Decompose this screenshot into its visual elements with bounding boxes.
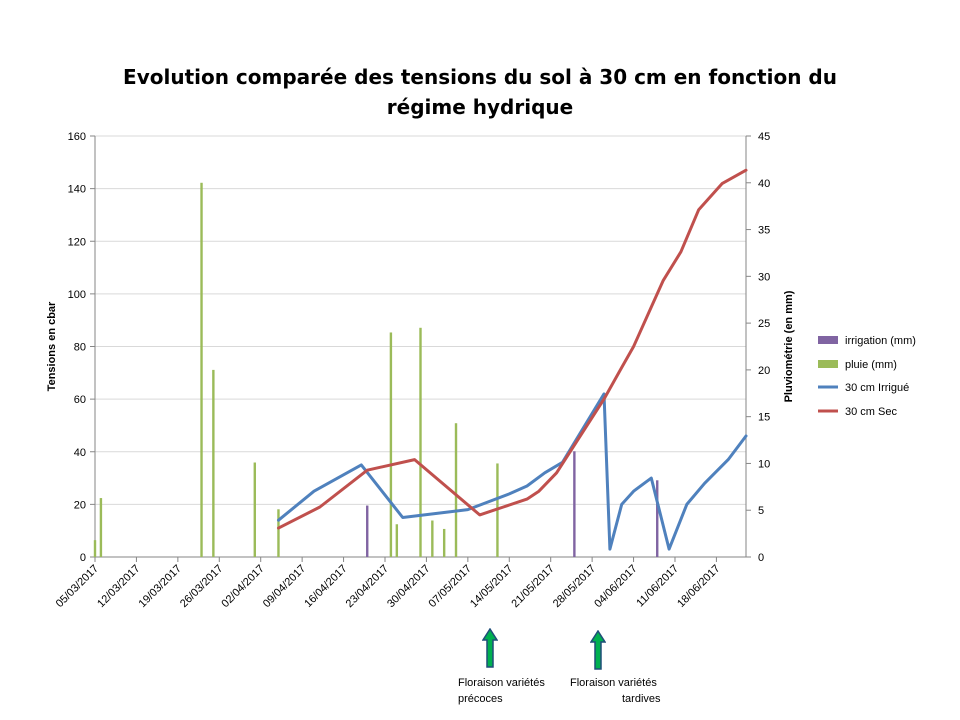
left-tick-label: 20 xyxy=(74,499,86,511)
x-tick-label: 30/04/2017 xyxy=(385,563,432,610)
bar-pluie xyxy=(431,520,434,557)
legend-label: 30 cm Irrigué xyxy=(845,382,909,394)
legend-label: irrigation (mm) xyxy=(845,335,916,347)
legend-swatch xyxy=(818,360,838,368)
legend-swatch xyxy=(818,336,838,344)
x-tick-label: 23/04/2017 xyxy=(344,563,391,610)
right-tick-label: 30 xyxy=(758,271,770,283)
annotation-tardives: Floraison variétés tardives xyxy=(570,675,661,707)
bar-pluie xyxy=(395,524,399,557)
bar-pluie xyxy=(419,327,422,557)
left-tick-label: 160 xyxy=(68,131,86,143)
right-tick-label: 0 xyxy=(758,552,764,564)
right-tick-label: 35 xyxy=(758,225,770,237)
annotation-precoces-line1: Floraison variétés xyxy=(458,677,545,689)
left-tick-label: 140 xyxy=(68,184,86,196)
line-30cm-sec xyxy=(277,168,748,530)
bar-pluie xyxy=(99,498,103,557)
x-tick-label: 05/03/2017 xyxy=(54,563,101,610)
bar-pluie xyxy=(200,182,203,557)
annotation-precoces: Floraison variétés précoces xyxy=(458,675,545,707)
x-tick-label: 07/05/2017 xyxy=(427,563,474,610)
chart-title: Evolution comparée des tensions du sol à… xyxy=(123,65,837,119)
left-tick-label: 60 xyxy=(74,394,86,406)
bar-pluie xyxy=(212,369,215,557)
y-axis-right-title: Pluviométrie (en mm) xyxy=(783,290,795,402)
up-arrow-icon xyxy=(589,629,607,670)
bar-pluie xyxy=(442,528,446,557)
bar-pluie xyxy=(389,332,393,557)
bar-pluie xyxy=(93,540,97,557)
bar-irrigation xyxy=(656,480,659,557)
right-tick-label: 5 xyxy=(758,505,764,517)
annotation-tardives-line2: tardives xyxy=(622,693,661,705)
bar-irrigation xyxy=(573,451,576,557)
bar-pluie xyxy=(454,423,458,557)
x-tick-label: 21/05/2017 xyxy=(509,563,556,610)
x-tick-label: 26/03/2017 xyxy=(178,563,225,610)
right-tick-label: 40 xyxy=(758,178,770,190)
left-tick-label: 80 xyxy=(74,342,86,354)
right-tick-label: 15 xyxy=(758,412,770,424)
arrow-floraison-precoces xyxy=(481,627,499,673)
x-tick-label: 02/04/2017 xyxy=(219,563,266,610)
x-tick-label: 11/06/2017 xyxy=(634,563,681,610)
legend-label: pluie (mm) xyxy=(845,359,897,371)
bar-pluie xyxy=(277,509,280,557)
left-tick-label: 0 xyxy=(80,552,86,564)
legend-label: 30 cm Sec xyxy=(845,406,897,418)
x-tick-label: 14/05/2017 xyxy=(468,563,515,610)
y-axis-left-title: Tensions en cbar xyxy=(46,301,58,391)
x-tick-label: 12/03/2017 xyxy=(95,563,142,610)
annotation-tardives-line1: Floraison variétés xyxy=(570,677,657,689)
right-tick-label: 25 xyxy=(758,318,770,330)
x-tick-label: 04/06/2017 xyxy=(592,563,639,610)
right-tick-label: 10 xyxy=(758,458,770,470)
left-tick-label: 100 xyxy=(68,289,86,301)
x-tick-label: 28/05/2017 xyxy=(551,563,598,610)
x-tick-label: 19/03/2017 xyxy=(137,563,184,610)
left-tick-label: 120 xyxy=(68,236,86,248)
x-tick-label: 16/04/2017 xyxy=(302,563,349,610)
bar-pluie xyxy=(253,462,256,557)
x-tick-label: 09/04/2017 xyxy=(261,563,308,610)
up-arrow-icon xyxy=(481,627,499,668)
right-tick-label: 45 xyxy=(758,131,770,143)
annotation-precoces-line2: précoces xyxy=(458,693,503,705)
left-tick-label: 40 xyxy=(74,447,86,459)
arrow-floraison-tardives xyxy=(589,629,607,675)
line-30cm-irrigue xyxy=(277,392,748,551)
right-tick-label: 20 xyxy=(758,365,770,377)
bar-irrigation xyxy=(366,505,369,557)
x-tick-label: 18/06/2017 xyxy=(675,563,722,610)
